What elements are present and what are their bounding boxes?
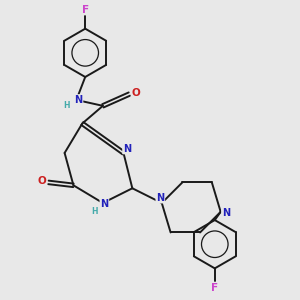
Text: O: O (131, 88, 140, 98)
Text: H: H (91, 207, 97, 216)
Text: N: N (156, 193, 164, 203)
Text: N: N (74, 95, 83, 105)
Text: H: H (63, 101, 69, 110)
Text: F: F (211, 283, 218, 292)
Text: N: N (100, 200, 108, 209)
Text: N: N (123, 143, 131, 154)
Text: F: F (82, 4, 89, 14)
Text: O: O (38, 176, 46, 186)
Text: N: N (222, 208, 230, 218)
